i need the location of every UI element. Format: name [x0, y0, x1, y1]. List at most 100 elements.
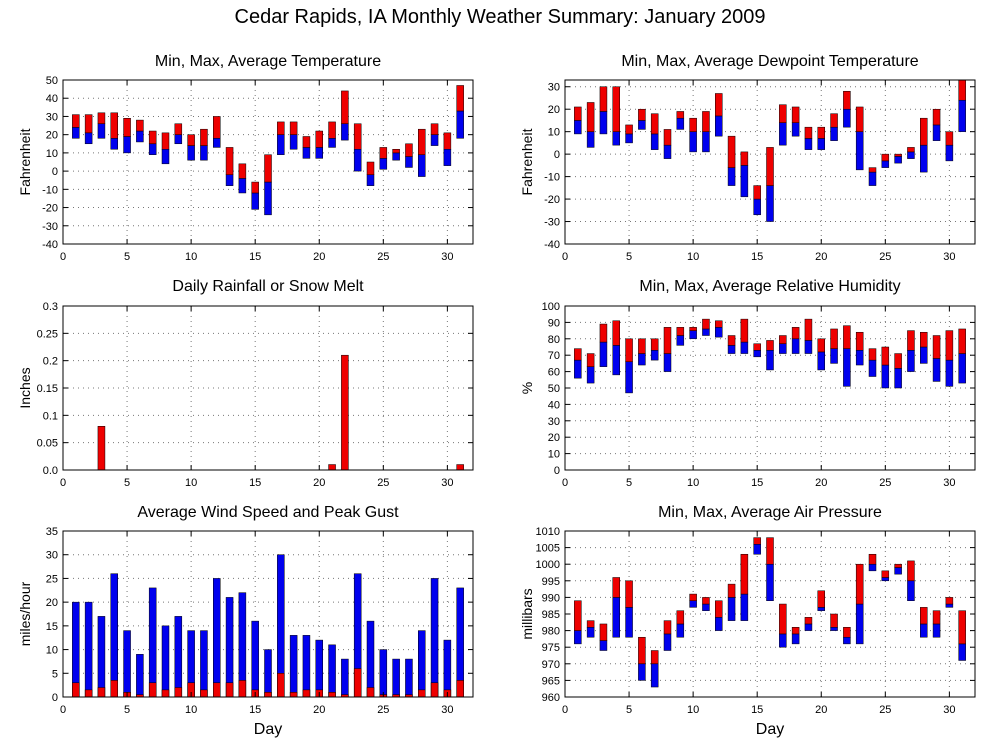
bar-min-avg: [392, 152, 400, 161]
bar-avg-max: [894, 353, 902, 369]
bar-avg-max: [740, 553, 749, 595]
bar-average-wind: [353, 668, 362, 698]
chart-title: Average Wind Speed and Peak Gust: [137, 504, 399, 521]
chart-wind: Average Wind Speed and Peak Gust 0 5 10 15 20…: [17, 504, 474, 738]
bar-avg-max: [405, 143, 413, 157]
ytick-label: 80: [548, 334, 560, 346]
bar-avg-max: [574, 106, 582, 121]
bar-avg-max: [84, 114, 93, 134]
bars: [72, 85, 464, 216]
bar-avg-max: [650, 650, 659, 665]
bar-avg-max: [779, 335, 787, 344]
ytick-label: 0.15: [37, 383, 58, 395]
ytick-label: 20: [548, 432, 560, 444]
bar-avg-max: [881, 570, 890, 578]
bar-min-avg: [843, 348, 851, 387]
bar-avg-max: [599, 86, 608, 112]
bars: [97, 354, 464, 471]
bar-min-avg: [574, 120, 582, 135]
bar-average-wind: [430, 682, 439, 698]
bars: [72, 554, 464, 698]
bar-avg-max: [689, 593, 697, 601]
bar-avg-max: [625, 124, 633, 135]
bar-average-wind: [289, 692, 298, 698]
xtick-label: 15: [751, 477, 763, 489]
bar-peak-gust: [200, 630, 208, 698]
ytick-label: 25: [46, 573, 58, 585]
chart-title: Daily Rainfall or Snow Melt: [172, 278, 364, 295]
bar-min-avg: [586, 627, 595, 638]
bar-min-avg: [932, 358, 941, 382]
bar-min-avg: [868, 563, 877, 572]
bar-min-avg: [638, 353, 646, 366]
x-axis-label: Day: [254, 721, 282, 738]
bar-peak-gust: [123, 630, 131, 698]
bar-min-avg: [945, 603, 954, 608]
xtick-label: 25: [377, 251, 389, 263]
bar-avg-max: [753, 537, 761, 545]
bar-peak-gust: [379, 649, 388, 698]
bar-min-avg: [341, 123, 349, 141]
bar-avg-max: [612, 320, 620, 346]
bar-min-avg: [894, 567, 902, 575]
ytick-label: 965: [542, 675, 560, 687]
bar-avg-max: [341, 90, 349, 124]
bar-min-avg: [612, 597, 620, 638]
bar-min-avg: [740, 593, 749, 621]
bar-avg-max: [868, 167, 877, 173]
bar-min-avg: [612, 131, 620, 146]
page-title: Cedar Rapids, IA Monthly Weather Summary…: [234, 6, 766, 28]
bar-min-avg: [650, 663, 659, 688]
bar-min-avg: [855, 131, 864, 171]
ytick-label: 1010: [536, 526, 560, 538]
bar-min-avg: [599, 111, 608, 135]
bar-avg-max: [715, 93, 723, 117]
bar-avg-max: [676, 610, 685, 625]
plot-frame: [62, 79, 474, 245]
bar-min-avg: [264, 181, 272, 216]
bars: [574, 79, 966, 222]
xtick-label: 5: [626, 477, 632, 489]
ytick-label: 10: [548, 449, 560, 461]
bar-min-avg: [804, 340, 813, 354]
bar-peak-gust: [289, 635, 298, 698]
ytick-label: 980: [542, 626, 560, 638]
chart-temperature: Min, Max, Average Temperature -40 -30 -20 -1…: [17, 53, 474, 263]
bar-min-avg: [638, 663, 646, 681]
bar-avg-max: [868, 553, 877, 565]
bar-peak-gust: [225, 597, 234, 698]
ytick-label: 70: [548, 350, 560, 362]
xtick-label: 5: [124, 704, 130, 716]
bar-peak-gust: [430, 578, 439, 698]
bar-peak-gust: [302, 635, 311, 698]
bar-min-avg: [328, 138, 336, 148]
bar-avg-max: [727, 135, 736, 168]
xtick-label: 15: [751, 251, 763, 263]
bar-avg-max: [625, 338, 633, 363]
xtick-label: 20: [815, 251, 827, 263]
bars: [574, 537, 966, 688]
ytick-label: 10: [46, 148, 58, 160]
bar-average-wind: [84, 689, 93, 698]
y-axis-label: Fahrenheit: [17, 128, 33, 195]
bar-min-avg: [907, 151, 915, 159]
bar-min-avg: [353, 148, 362, 172]
bar-min-avg: [302, 147, 311, 159]
bar-min-avg: [894, 156, 902, 164]
bar-avg-max: [379, 147, 388, 159]
bar-avg-max: [238, 163, 247, 179]
ytick-label: 50: [46, 75, 58, 87]
xtick-label: 30: [441, 251, 453, 263]
bar-avg-max: [945, 330, 954, 361]
bar-min-avg: [663, 633, 672, 651]
bar-average-wind: [418, 689, 426, 698]
bar-avg-max: [366, 161, 375, 176]
bar-min-avg: [958, 99, 966, 132]
chart-title: Min, Max, Average Air Pressure: [658, 504, 882, 521]
bar-min-avg: [804, 138, 813, 150]
xtick-label: 25: [377, 704, 389, 716]
bar-min-avg: [932, 623, 941, 638]
ytick-label: 960: [542, 692, 560, 704]
bar-min-avg: [418, 154, 426, 177]
bar-min-avg: [843, 636, 851, 645]
